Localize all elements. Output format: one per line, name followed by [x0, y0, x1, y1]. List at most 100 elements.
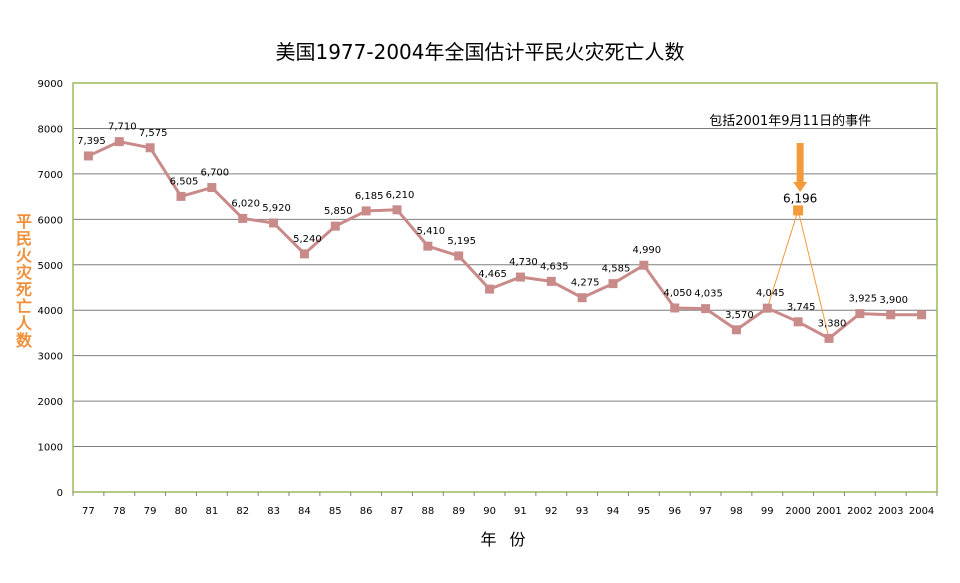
data-label: 4,035 — [694, 289, 723, 300]
data-point — [145, 143, 155, 153]
y-tick-label: 7000 — [38, 170, 63, 181]
x-tick-label: 78 — [113, 506, 126, 517]
data-label: 3,900 — [879, 295, 908, 306]
x-tick-label: 79 — [144, 506, 157, 517]
x-tick-label: 88 — [421, 506, 434, 517]
x-tick-label: 2003 — [878, 506, 903, 517]
x-tick-label: 95 — [637, 506, 650, 517]
data-label: 3,570 — [725, 310, 754, 321]
data-label: 4,730 — [509, 257, 538, 268]
data-label: 5,850 — [324, 206, 353, 217]
data-point — [423, 241, 433, 251]
x-tick-label: 94 — [607, 506, 620, 517]
data-point — [701, 304, 711, 314]
data-label: 4,465 — [478, 269, 507, 280]
data-point — [238, 213, 248, 223]
data-label: 6,700 — [201, 168, 230, 179]
data-point — [83, 151, 93, 161]
x-tick-label: 93 — [576, 506, 589, 517]
chart-title: 美国1977-2004年全国估计平民火灾死亡人数 — [275, 40, 685, 64]
data-point — [299, 249, 309, 259]
data-point — [855, 309, 865, 319]
data-label: 5,195 — [447, 236, 476, 247]
data-label: 7,710 — [108, 122, 137, 133]
x-tick-label: 81 — [205, 506, 218, 517]
data-label: 6,210 — [386, 190, 415, 201]
x-tick-label: 86 — [360, 506, 373, 517]
annotation-arrow-head — [793, 182, 808, 192]
data-label: 4,275 — [571, 278, 600, 289]
x-tick-label: 2001 — [816, 506, 841, 517]
highlight-point — [793, 205, 804, 216]
data-point — [793, 317, 803, 327]
x-tick-label: 80 — [175, 506, 188, 517]
annotation-arrow-shaft — [796, 143, 804, 182]
data-label: 4,050 — [663, 288, 692, 299]
x-tick-label: 2000 — [785, 506, 810, 517]
x-tick-label: 85 — [329, 506, 342, 517]
data-point — [546, 276, 556, 286]
data-label: 5,240 — [293, 234, 322, 245]
y-tick-label: 2000 — [38, 397, 63, 408]
data-label: 6,185 — [355, 191, 384, 202]
x-tick-label: 96 — [668, 506, 681, 517]
data-label: 4,045 — [756, 288, 785, 299]
x-tick-label: 98 — [730, 506, 743, 517]
x-tick-label: 2002 — [847, 506, 872, 517]
data-label: 6,020 — [231, 198, 260, 209]
y-tick-label: 9000 — [38, 79, 63, 90]
plot-border — [72, 82, 938, 493]
data-point — [392, 205, 402, 215]
data-point — [330, 221, 340, 231]
data-label: 3,745 — [787, 302, 816, 313]
x-tick-label: 99 — [761, 506, 774, 517]
y-axis-label: 平民火灾死亡人数 — [13, 213, 32, 349]
y-tick-label: 6000 — [38, 215, 63, 226]
data-label: 6,505 — [170, 176, 199, 187]
data-point — [639, 260, 649, 270]
series-line — [87, 140, 922, 340]
x-tick-label: 87 — [391, 506, 404, 517]
highlight-label: 6,196 — [783, 191, 817, 205]
x-tick-label: 90 — [483, 506, 496, 517]
data-point — [269, 218, 279, 228]
x-tick-label: 84 — [298, 506, 311, 517]
data-point — [207, 183, 217, 193]
x-tick-label: 92 — [545, 506, 558, 517]
data-point — [917, 310, 927, 320]
y-tick-label: 4000 — [38, 306, 63, 317]
data-label: 4,585 — [602, 264, 631, 275]
annotation-text: 包括2001年9月11日的事件 — [709, 113, 871, 129]
x-tick-label: 83 — [267, 506, 280, 517]
y-tick-label: 1000 — [38, 443, 63, 454]
data-label: 3,380 — [818, 318, 847, 329]
data-point — [608, 279, 618, 289]
data-point — [670, 303, 680, 313]
y-tick-label: 3000 — [38, 352, 63, 363]
data-point — [886, 310, 896, 320]
data-label: 4,635 — [540, 261, 569, 272]
data-point — [515, 272, 525, 282]
data-point — [731, 325, 741, 335]
x-tick-label: 2004 — [909, 506, 934, 517]
data-label: 7,395 — [77, 136, 106, 147]
data-point — [762, 303, 772, 313]
x-tick-label: 89 — [452, 506, 465, 517]
x-tick-label: 91 — [514, 506, 527, 517]
data-point — [361, 206, 371, 216]
x-tick-label: 82 — [236, 506, 249, 517]
data-point — [485, 284, 495, 294]
x-tick-label: 97 — [699, 506, 712, 517]
y-tick-label: 5000 — [38, 261, 63, 272]
data-point — [577, 293, 587, 303]
x-tick-label: 77 — [82, 506, 95, 517]
y-tick-label: 0 — [57, 488, 63, 499]
data-label: 5,410 — [417, 226, 446, 237]
data-point — [176, 191, 186, 201]
y-tick-label: 8000 — [38, 124, 63, 135]
data-label: 3,925 — [849, 294, 878, 305]
data-point — [114, 137, 124, 147]
data-label: 4,990 — [633, 245, 662, 256]
data-point — [454, 251, 464, 261]
